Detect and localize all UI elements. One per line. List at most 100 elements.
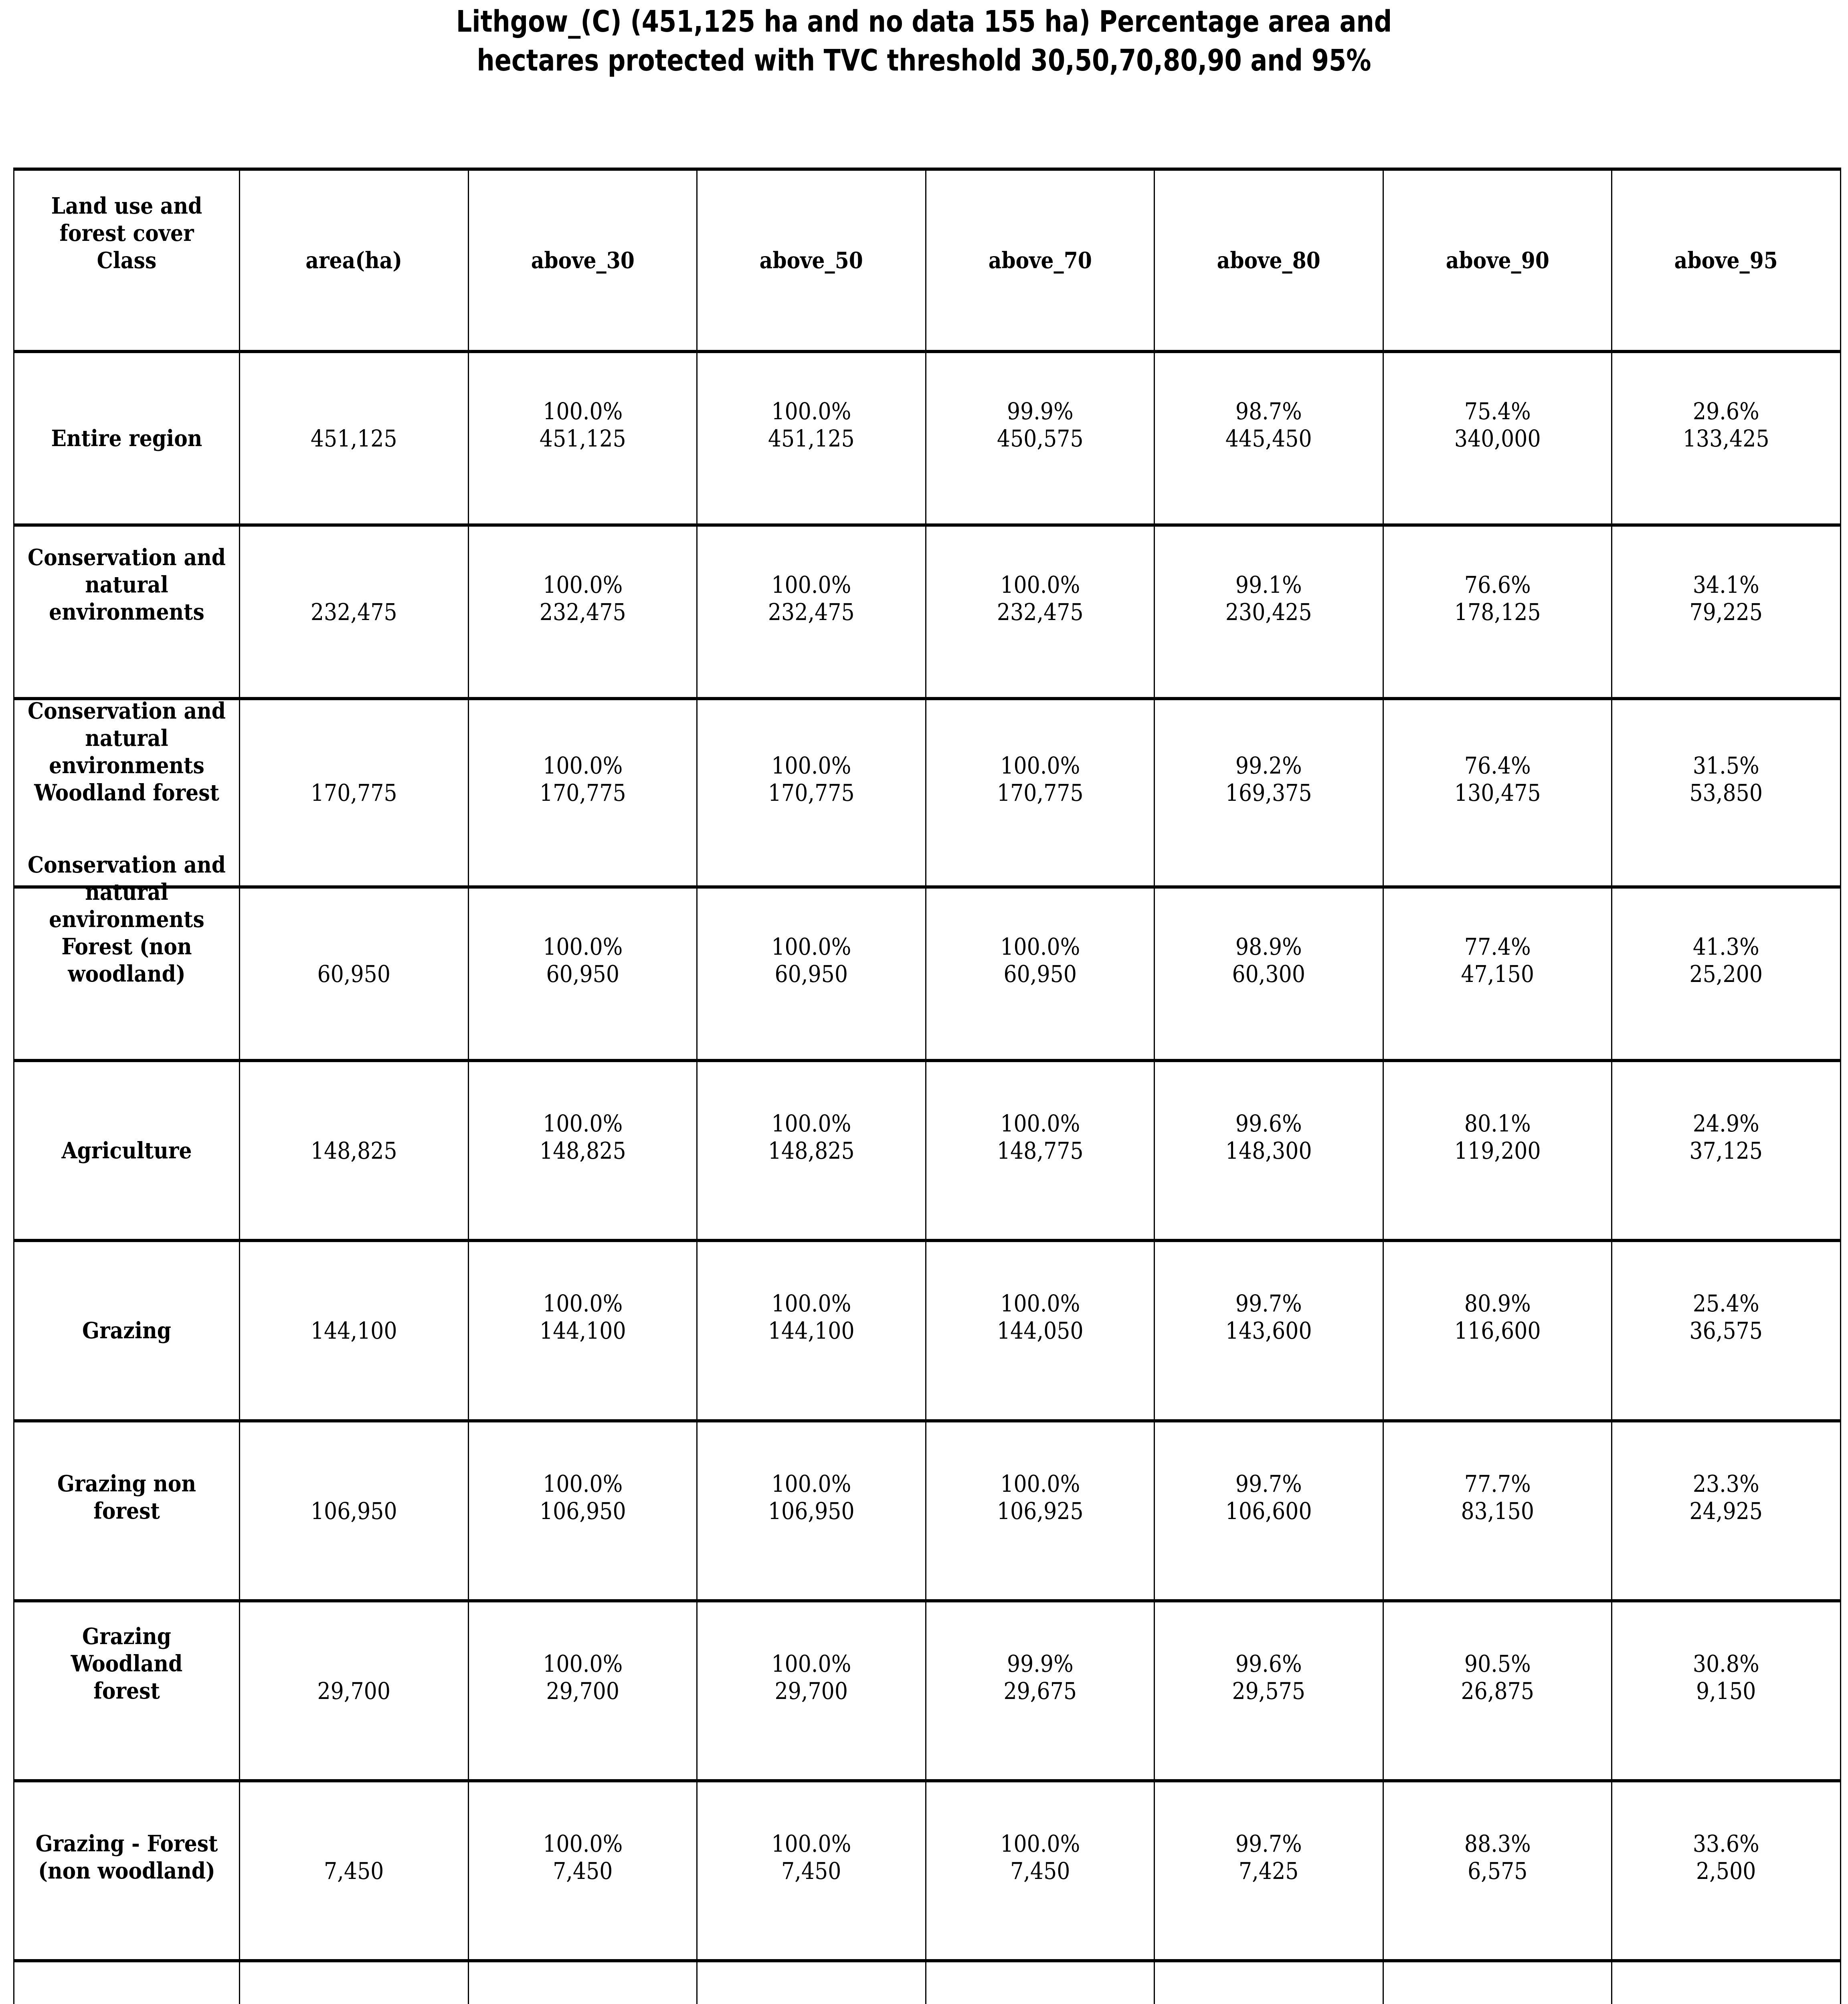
table-header-row: Land use and forest cover Class area(ha)…	[14, 171, 1840, 350]
data-cell: 100.0% 170,775	[925, 700, 1154, 885]
data-cell: 100.0% 7,450	[467, 1782, 697, 1959]
data-cell: 80.1% 119,200	[1382, 1062, 1611, 1239]
area-cell: 170,775	[239, 700, 468, 885]
data-cell: 99.7% 106,600	[1154, 1422, 1383, 1599]
data-cell: 99.9% 450,575	[925, 353, 1154, 523]
data-cell: 80.9% 116,600	[1382, 1242, 1611, 1419]
data-cell: 100.0% 451,125	[467, 353, 697, 523]
data-cell: 99.5%4,650	[1154, 1962, 1383, 2004]
data-cell: 41.3% 25,200	[1611, 889, 1840, 1059]
data-cell: 100.0% 148,775	[925, 1062, 1154, 1239]
row-label-cell: Grazing	[82, 1317, 171, 1344]
area-cell: 60,950	[239, 889, 468, 1059]
area-cell: 29,700	[239, 1602, 468, 1779]
data-cell: 30.8% 9,150	[1611, 1602, 1840, 1779]
data-cell: 99.6% 148,300	[1154, 1062, 1383, 1239]
table-row: Cropping 4,675 100.0%4,675 100.0%4,675 1…	[14, 1959, 1840, 2004]
data-cell: 100.0% 170,775	[467, 700, 697, 885]
column-header-area: area(ha)	[239, 171, 468, 350]
area-cell: 451,125	[239, 353, 468, 523]
data-cell: 100.0% 148,825	[467, 1062, 697, 1239]
row-label-cell: Grazing Woodland forest	[71, 1623, 183, 1704]
data-cell: 77.7% 83,150	[1382, 1422, 1611, 1599]
data-cell: 100.0% 106,925	[925, 1422, 1154, 1599]
area-cell: 232,475	[239, 527, 468, 697]
data-cell: 99.1% 230,425	[1154, 527, 1383, 697]
data-cell: 99.7% 7,425	[1154, 1782, 1383, 1959]
data-cell: 88.3% 6,575	[1382, 1782, 1611, 1959]
data-cell: 77.4% 47,150	[1382, 889, 1611, 1059]
table-row: Grazing 144,100 100.0% 144,100 100.0% 144,…	[14, 1239, 1840, 1419]
row-label-cell: Conservation and natural environments	[27, 544, 226, 625]
data-cell: 100.0% 60,950	[696, 889, 925, 1059]
row-label-cell: Conservation and natural environments Fo…	[27, 851, 226, 987]
table-row: Agriculture 148,825 100.0% 148,825 100.0%…	[14, 1059, 1840, 1239]
data-cell: 100.0% 144,050	[925, 1242, 1154, 1419]
area-cell: 148,825	[239, 1062, 468, 1239]
data-cell: 34.1% 79,225	[1611, 527, 1840, 697]
data-cell: 11.2%525	[1611, 1962, 1840, 2004]
data-cell: 75.4% 340,000	[1382, 353, 1611, 523]
data-cell: 100.0% 7,450	[925, 1782, 1154, 1959]
table-row: Grazing Woodland forest 29,700 100.0% 29,…	[14, 1599, 1840, 1779]
column-header-above30: above_30	[467, 171, 697, 350]
row-label-cell: Grazing - Forest (non woodland)	[35, 1830, 218, 1884]
area-cell: 144,100	[239, 1242, 468, 1419]
data-cell: 100.0% 144,100	[696, 1242, 925, 1419]
row-label-cell: Grazing non forest	[57, 1470, 196, 1524]
data-cell: 100.0% 232,475	[467, 527, 697, 697]
column-header-class: Land use and forest cover Class	[51, 192, 202, 274]
data-cell: 100.0%4,675	[925, 1962, 1154, 2004]
data-cell: 76.6% 178,125	[1382, 527, 1611, 697]
data-cell: 23.3% 24,925	[1611, 1422, 1840, 1599]
table-row: Grazing - Forest (non woodland) 7,450 10…	[14, 1779, 1840, 1959]
data-cell: 90.5% 26,875	[1382, 1602, 1611, 1779]
column-header-above80: above_80	[1154, 171, 1383, 350]
column-header-above50: above_50	[696, 171, 925, 350]
data-cell: 100.0%4,675	[696, 1962, 925, 2004]
data-cell: 99.7% 143,600	[1154, 1242, 1383, 1419]
data-cell: 100.0% 29,700	[467, 1602, 697, 1779]
data-cell: 100.0% 232,475	[925, 527, 1154, 697]
data-cell: 99.2% 169,375	[1154, 700, 1383, 885]
data-cell: 100.0% 106,950	[467, 1422, 697, 1599]
area-cell: 106,950	[239, 1422, 468, 1599]
table-row: Conservation and natural environments 23…	[14, 523, 1840, 697]
data-table: Land use and forest cover Class area(ha)…	[13, 168, 1841, 2004]
data-cell: 100.0% 451,125	[696, 353, 925, 523]
page-title: Lithgow_(C) (451,125 ha and no data 155 …	[456, 4, 1392, 78]
data-cell: 100.0% 144,100	[467, 1242, 697, 1419]
row-label-cell: Conservation and natural environments Wo…	[27, 698, 226, 806]
table-row: Conservation and natural environments Fo…	[14, 851, 1840, 1059]
data-cell: 100.0% 60,950	[925, 889, 1154, 1059]
data-cell: 33.6% 2,500	[1611, 1782, 1840, 1959]
data-cell: 100.0% 232,475	[696, 527, 925, 697]
row-label-cell: Cropping	[14, 1962, 239, 2004]
data-cell: 100.0% 170,775	[696, 700, 925, 885]
table-row: Grazing non forest 106,950 100.0% 106,950…	[14, 1419, 1840, 1599]
row-label-cell: Entire region	[51, 425, 202, 452]
table-row: Entire region 451,125 100.0% 451,125 100.…	[14, 350, 1840, 523]
data-cell: 25.4% 36,575	[1611, 1242, 1840, 1419]
data-cell: 100.0% 29,700	[696, 1602, 925, 1779]
data-cell: 98.9% 60,300	[1154, 889, 1383, 1059]
column-header-above70: above_70	[925, 171, 1154, 350]
column-header-above95: above_95	[1611, 171, 1840, 350]
data-cell: 98.7% 445,450	[1154, 353, 1383, 523]
row-label-cell: Agriculture	[61, 1137, 192, 1164]
data-cell: 99.9% 29,675	[925, 1602, 1154, 1779]
data-cell: 100.0% 106,950	[696, 1422, 925, 1599]
data-cell: 99.6% 29,575	[1154, 1602, 1383, 1779]
data-cell: 100.0% 60,950	[467, 889, 697, 1059]
column-header-above90: above_90	[1382, 171, 1611, 350]
data-cell: 76.4% 130,475	[1382, 700, 1611, 885]
data-cell: 31.5% 53,850	[1611, 700, 1840, 885]
area-cell: 4,675	[239, 1962, 468, 2004]
data-cell: 100.0% 7,450	[696, 1782, 925, 1959]
data-cell: 29.6% 133,425	[1611, 353, 1840, 523]
area-cell: 7,450	[239, 1782, 468, 1959]
data-cell: 100.0% 148,825	[696, 1062, 925, 1239]
data-cell: 24.9% 37,125	[1611, 1062, 1840, 1239]
data-cell: 100.0%4,675	[467, 1962, 697, 2004]
table-row: Conservation and natural environments Wo…	[14, 697, 1840, 885]
